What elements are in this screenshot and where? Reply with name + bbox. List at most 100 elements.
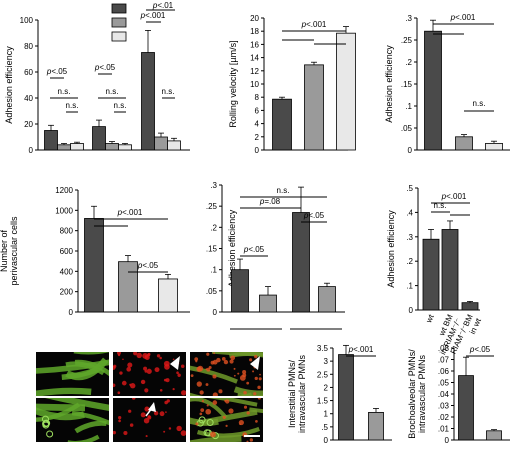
significance-label: n.s.	[58, 87, 71, 96]
y-axis-label: Brochoalveolar PMNs/intravascular PMNs	[407, 349, 427, 439]
vessel	[74, 420, 107, 434]
significance-label: p<.05	[243, 245, 265, 254]
y-tick-label: 600	[60, 247, 74, 256]
bar	[336, 32, 356, 151]
y-tick-label: 60	[24, 68, 33, 77]
neutrophil	[258, 377, 262, 381]
y-tick-label: 0	[255, 146, 260, 155]
neutrophil	[249, 358, 253, 362]
bar-riam	[105, 143, 119, 151]
y-tick-label: 0	[213, 308, 218, 317]
bar	[441, 229, 459, 311]
neutrophil	[180, 390, 186, 396]
neutrophil	[147, 415, 152, 420]
significance-label: p<.001	[441, 192, 467, 201]
y-tick-label: 18	[250, 27, 259, 36]
y-tick-label: .05	[206, 287, 218, 296]
significance-label: p<.05	[469, 345, 491, 354]
y-tick-label: 100	[20, 16, 34, 25]
neutrophil	[259, 373, 261, 376]
vessel	[67, 434, 100, 442]
neutrophil	[206, 404, 209, 407]
legend-swatch	[111, 3, 127, 14]
y-tick-label: .05	[401, 124, 413, 133]
neutrophil	[224, 399, 227, 402]
neutrophil	[205, 408, 212, 415]
micrograph	[113, 352, 186, 396]
neutrophil	[212, 392, 218, 396]
y-tick-label: 0	[29, 146, 34, 155]
neutrophil	[246, 381, 250, 385]
y-axis-label: Adhesion efficiency	[227, 209, 237, 287]
significance-label: n.s.	[114, 101, 127, 110]
neutrophil	[254, 354, 258, 359]
neutrophil	[225, 399, 230, 404]
neutrophil	[243, 390, 247, 395]
neutrophil	[255, 420, 258, 423]
significance-label: p<.05	[94, 63, 116, 72]
y-axis-label: Adhesion efficiency	[4, 46, 14, 124]
neutrophil	[128, 409, 132, 413]
y-tick-label: 2.5	[317, 370, 329, 379]
y-tick-label: 0	[445, 436, 450, 445]
neutrophil	[195, 360, 198, 363]
vessel	[207, 398, 258, 407]
y-axis-label: Number ofperivascular cells	[0, 216, 19, 286]
neutrophil	[136, 352, 142, 359]
bar-talin	[70, 143, 84, 151]
vessel	[36, 359, 109, 374]
bar	[485, 142, 503, 151]
bar-wt	[44, 130, 58, 151]
y-tick-label: .25	[206, 202, 218, 211]
y-tick-label: 3	[324, 357, 329, 366]
neutrophil	[246, 411, 250, 415]
significance-label: n.s.	[473, 99, 486, 108]
bar	[486, 430, 502, 441]
cell-outline	[42, 421, 50, 429]
neutrophil	[253, 392, 257, 396]
significance-label: n.s.	[277, 186, 290, 195]
neutrophil	[133, 352, 138, 356]
neutrophil	[233, 374, 236, 377]
y-tick-label: 2	[324, 383, 329, 392]
y-tick-label: 1200	[55, 186, 73, 195]
neutrophil	[126, 367, 132, 372]
y-axis-label: Interstitial PMNs/intravascular PMNs	[287, 354, 307, 433]
neutrophil	[228, 408, 234, 414]
y-tick-label: .01	[438, 425, 450, 434]
neutrophil	[130, 383, 136, 389]
legend-swatch	[111, 17, 127, 28]
bar	[458, 375, 474, 441]
neutrophil	[221, 357, 226, 361]
neutrophil	[254, 376, 258, 381]
neutrophil	[117, 353, 121, 357]
neutrophil	[249, 438, 254, 442]
neutrophil	[197, 365, 204, 372]
neutrophil	[196, 381, 202, 387]
neutrophil	[140, 379, 146, 385]
neutrophil	[129, 423, 134, 427]
neutrophil	[210, 360, 215, 365]
neutrophil	[123, 430, 128, 436]
y-tick-label: 0	[69, 308, 74, 317]
y-axis-label: Adhesion efficiency	[386, 210, 396, 288]
neutrophil	[165, 411, 167, 413]
panel-i: 0 .01 .02 .03 .04 .05 .06 .07 .08 Brochoalveolar …	[407, 344, 510, 445]
y-tick-label: .5	[406, 184, 413, 193]
vessel	[228, 352, 263, 359]
panel-g	[36, 352, 263, 442]
y-tick-label: 0	[324, 436, 329, 445]
neutrophil	[210, 431, 216, 438]
y-tick-label: .4	[406, 208, 413, 217]
bar	[292, 212, 310, 313]
neutrophil	[163, 430, 166, 433]
neutrophil	[246, 440, 249, 442]
y-tick-label: 800	[60, 227, 74, 236]
significance-label: p<.01	[152, 1, 174, 10]
neutrophil	[205, 383, 209, 387]
significance-label: p<.001	[301, 20, 327, 29]
y-tick-label: 6	[255, 106, 260, 115]
micrograph	[190, 352, 263, 396]
neutrophil	[177, 373, 181, 377]
bar	[304, 64, 324, 151]
